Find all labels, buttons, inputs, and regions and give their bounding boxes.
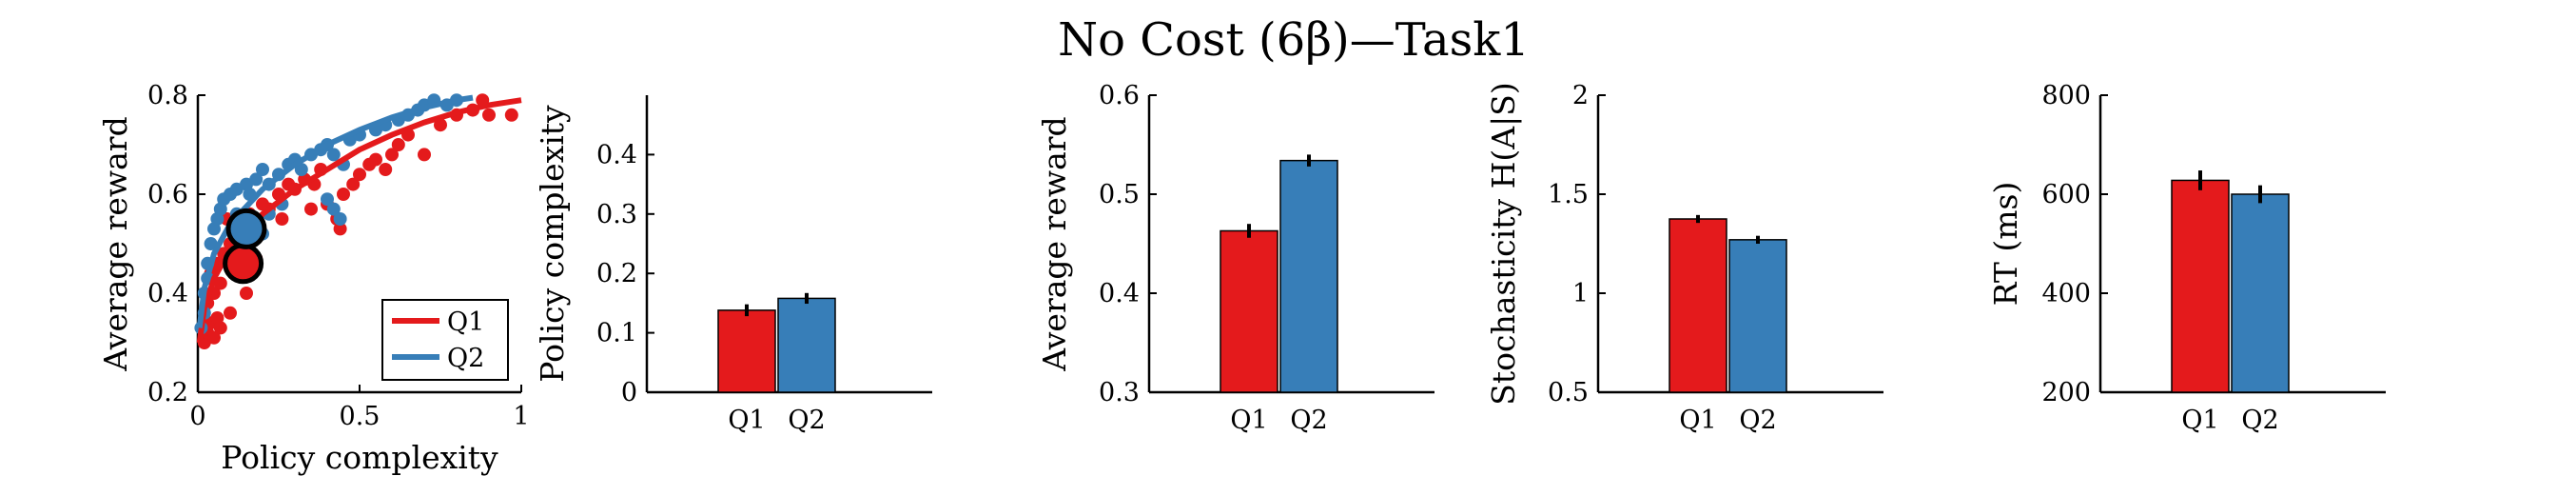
x-tick-label-q2: Q2 (1290, 406, 1327, 435)
chart-panel-4: 0.5 1 1.5 2 Stochasticity H(A|S) Q1 Q2 (1485, 81, 1883, 435)
scatter-point-q1 (337, 188, 350, 201)
mean-marker-q2 (225, 208, 267, 249)
y-tick-label: 0.5 (1099, 180, 1140, 209)
scatter-point-q1 (353, 168, 366, 182)
scatter-point-q1 (346, 177, 361, 191)
x-tick-label-q2: Q2 (1739, 406, 1776, 435)
bar-q1 (1669, 218, 1727, 393)
x-tick-label-q1: Q1 (1230, 406, 1267, 435)
scatter-point-q1 (379, 163, 393, 176)
chart-panel-3: 0.3 0.4 0.5 0.6 Average reward Q1 Q2 (1036, 81, 1434, 435)
legend-label-q1: Q1 (447, 308, 484, 337)
scatter-point-q2 (321, 192, 334, 207)
y-tick-label: 2 (1572, 81, 1589, 110)
scatter-point-q1 (418, 148, 431, 162)
scatter-point-q2 (333, 212, 347, 226)
x-tick-label: 0.5 (340, 402, 381, 431)
y-axis-label: Average reward (97, 116, 134, 371)
x-tick-label-q1: Q1 (2181, 406, 2218, 435)
y-tick-label: 0.3 (596, 200, 637, 229)
bar-q2 (2231, 193, 2290, 393)
scatter-point-q1 (504, 108, 518, 122)
scatter-point-q1 (333, 222, 347, 236)
scatter-point-q1 (391, 138, 405, 151)
bar-q2 (777, 297, 836, 393)
scatter-point-q1 (369, 152, 382, 167)
scatter-point-q1 (434, 118, 447, 132)
y-tick-label: 200 (2041, 378, 2091, 407)
y-tick-label: 0.4 (596, 140, 637, 169)
y-tick-label: 0 (621, 378, 637, 407)
bar-q2 (1728, 239, 1787, 393)
y-axis-label: Policy complexity (534, 105, 571, 383)
y-tick-label: 0.5 (1548, 378, 1589, 407)
y-tick-label: 0.2 (147, 378, 188, 407)
y-tick-label: 0.6 (147, 180, 188, 209)
bar-q2 (1279, 159, 1338, 393)
y-tick-label: 0.2 (596, 259, 637, 288)
x-tick-label-q1: Q1 (1679, 406, 1716, 435)
mean-marker-q1 (223, 243, 264, 285)
y-tick-label: 0.3 (1099, 378, 1140, 407)
bar-q1 (1220, 229, 1278, 393)
scatter-point-q1 (240, 287, 253, 300)
y-tick-label: 800 (2041, 81, 2091, 110)
scatter-point-q1 (482, 108, 496, 122)
scatter-point-q1 (207, 330, 221, 345)
bar-q1 (717, 309, 776, 393)
scatter-point-q1 (224, 306, 237, 320)
y-axis-label: Stochasticity H(A|S) (1485, 82, 1522, 405)
scatter-point-q1 (304, 202, 318, 216)
scatter-point-q2 (326, 148, 341, 162)
scatter-point-q1 (385, 148, 399, 162)
x-tick-label-q1: Q1 (728, 406, 765, 435)
chart-panel-5: 200 400 600 800 RT (ms) Q1 Q2 (1987, 81, 2386, 435)
scatter-point-q1 (213, 321, 227, 335)
y-tick-label: 0.8 (147, 81, 188, 110)
scatter-point-q2 (294, 163, 308, 176)
bar-q1 (2171, 179, 2230, 393)
y-tick-label: 1.5 (1548, 180, 1589, 209)
y-axis-label: Average reward (1036, 116, 1073, 371)
fit-line-q1 (196, 97, 522, 344)
scatter-point-q1 (213, 276, 227, 290)
scatter-point-q2 (326, 202, 341, 216)
x-tick-label: 0 (189, 402, 205, 431)
y-tick-label: 1 (1572, 279, 1589, 308)
y-tick-label: 0.4 (147, 279, 188, 308)
y-axis-label: RT (ms) (1987, 182, 2024, 307)
y-tick-label: 0.6 (1099, 81, 1140, 110)
y-tick-label: 600 (2041, 180, 2091, 209)
scatter-point-q2 (249, 172, 263, 187)
x-axis-label: Policy complexity (221, 439, 498, 476)
y-tick-label: 0.1 (596, 319, 637, 348)
chart-panel-1: 0.2 0.4 0.6 0.8 Average reward 0 0.5 1 Policy co… (97, 81, 530, 476)
chart-panel-2: 0 0.1 0.2 0.3 0.4 Policy complexity Q1 Q2 (534, 95, 932, 435)
fit-line-q2 (196, 94, 474, 328)
x-tick-label: 1 (513, 402, 529, 431)
scatter-point-q2 (256, 163, 269, 176)
scatter-point-q2 (204, 237, 218, 250)
legend-box (381, 299, 509, 381)
x-tick-label-q2: Q2 (788, 406, 825, 435)
legend-label-q2: Q2 (447, 344, 484, 373)
x-tick-label-q2: Q2 (2241, 406, 2278, 435)
y-tick-label: 0.4 (1099, 279, 1140, 308)
figure-title: No Cost (6β)—Task1 (1058, 13, 1530, 67)
scatter-point-q1 (275, 212, 289, 226)
y-tick-label: 400 (2041, 279, 2091, 308)
